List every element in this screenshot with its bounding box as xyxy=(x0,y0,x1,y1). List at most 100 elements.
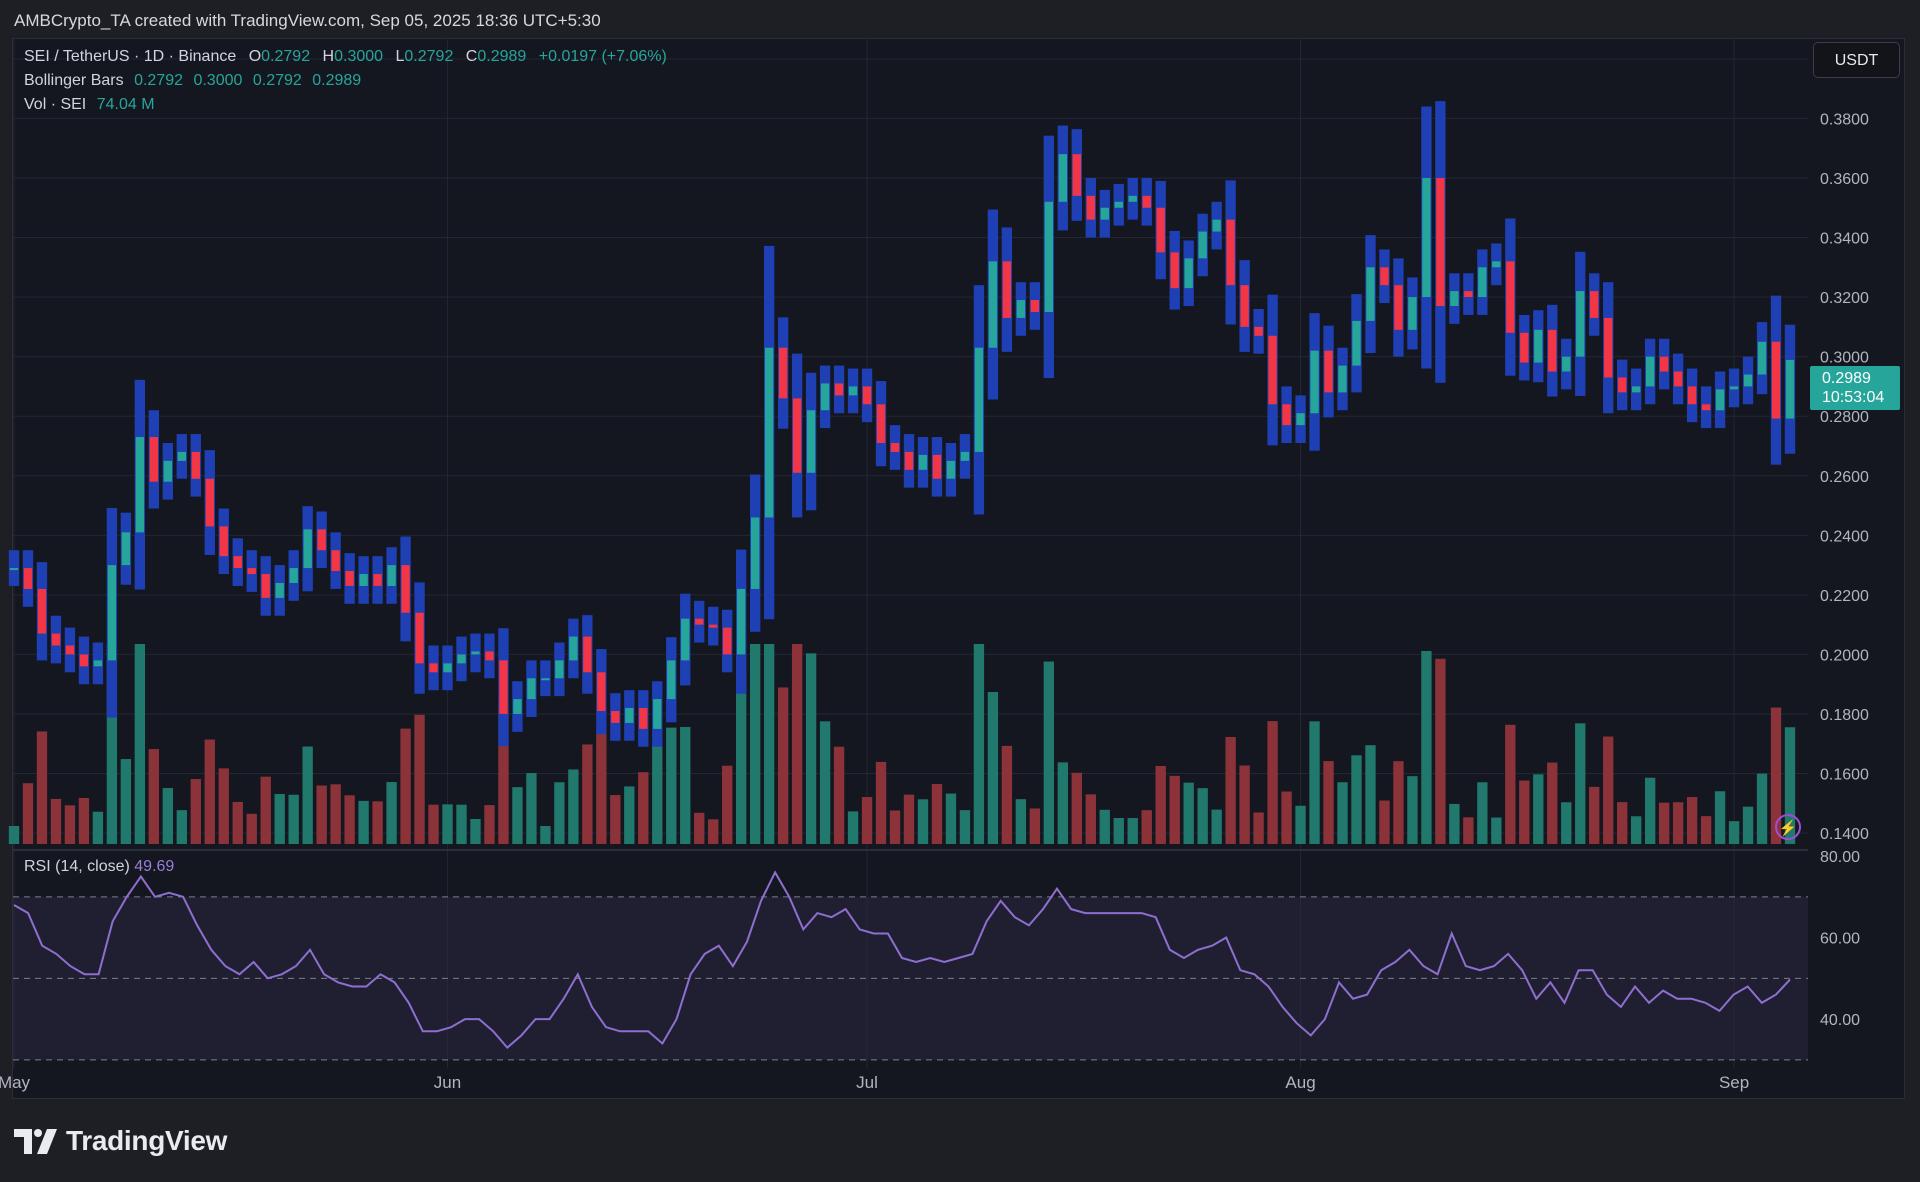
candle-body xyxy=(23,568,33,589)
candle-body xyxy=(932,454,942,479)
candle-body xyxy=(37,588,47,634)
candle-body xyxy=(1548,329,1557,372)
volume-label[interactable]: Vol · SEI xyxy=(24,96,87,113)
candle-body xyxy=(1170,252,1179,289)
volume-bar xyxy=(1085,794,1096,844)
candle-body xyxy=(1002,261,1012,318)
volume-bar xyxy=(1435,658,1446,844)
candle-body xyxy=(107,565,117,661)
volume-bar xyxy=(861,797,873,844)
candle-body xyxy=(317,529,326,551)
volume-bar xyxy=(1071,772,1082,844)
symbol-label[interactable]: SEI / TetherUS · 1D · Binance xyxy=(24,48,237,65)
volume-bar xyxy=(791,644,803,844)
candle-body xyxy=(1618,377,1627,393)
candle-body xyxy=(1058,154,1067,202)
volume-bar xyxy=(1351,755,1362,844)
volume-bar xyxy=(1589,786,1600,844)
high-value: 0.3000 xyxy=(334,48,384,65)
lightning-icon[interactable]: ⚡ xyxy=(1775,814,1801,840)
price-tick-label: 0.2600 xyxy=(1820,469,1869,486)
tradingview-mark-icon xyxy=(14,1129,57,1154)
candle-body xyxy=(904,451,914,470)
volume-bar xyxy=(680,727,691,844)
candle-body xyxy=(345,571,354,586)
candle-body xyxy=(499,660,508,714)
volume-bar xyxy=(288,794,299,844)
volume-bar xyxy=(358,800,369,844)
volume-bar xyxy=(442,804,453,844)
price-tick-label: 0.2400 xyxy=(1820,528,1869,545)
volume-bar xyxy=(1211,809,1222,844)
candle-body xyxy=(1478,267,1487,298)
price-tick-label: 0.2200 xyxy=(1820,588,1869,605)
volume-bar xyxy=(470,819,481,844)
volume-bar xyxy=(1756,773,1768,844)
time-tick-label: May xyxy=(0,1073,31,1092)
time-tick-label: Sep xyxy=(1719,1073,1749,1092)
volume-bar xyxy=(120,759,132,844)
rsi-value: 49.69 xyxy=(134,858,175,875)
volume-bar xyxy=(218,768,229,844)
volume-bar xyxy=(1099,809,1110,844)
volume-bar xyxy=(1127,818,1138,844)
time-tick-label: Aug xyxy=(1285,1073,1315,1092)
volume-bar xyxy=(540,826,551,844)
candle-body xyxy=(1086,195,1095,220)
candle-body xyxy=(1142,195,1151,208)
candle-body xyxy=(1156,207,1165,253)
volume-bar xyxy=(1463,817,1474,844)
volume-bar xyxy=(1225,736,1236,844)
candle-body xyxy=(1268,335,1277,405)
candle-body xyxy=(1072,154,1081,196)
tradingview-logo[interactable]: TradingView xyxy=(14,1123,227,1159)
candle-body xyxy=(1534,329,1543,363)
candle-body xyxy=(1757,341,1767,375)
volume-bar xyxy=(1001,745,1013,844)
candle-body xyxy=(1771,341,1781,419)
candle-body xyxy=(723,627,732,655)
candle-body xyxy=(1631,386,1641,393)
candle-body xyxy=(513,699,522,714)
volume-bar xyxy=(1113,818,1124,844)
candle-body xyxy=(1464,291,1473,298)
close-label: C xyxy=(465,48,478,65)
volume-bar xyxy=(78,798,90,844)
candle-body xyxy=(359,574,368,586)
volume-bar xyxy=(498,698,509,844)
last-price-tag: 0.2989 10:53:04 xyxy=(1810,366,1900,410)
volume-bar xyxy=(1686,797,1698,844)
volume-bar xyxy=(959,810,971,844)
candle-body xyxy=(1645,356,1655,387)
bollinger-label[interactable]: Bollinger Bars xyxy=(24,72,124,89)
candle-body xyxy=(1673,371,1683,387)
volume-bar xyxy=(582,744,593,844)
rsi-tick-label: 40.00 xyxy=(1820,1012,1860,1029)
candle-body xyxy=(639,708,648,729)
candle-body xyxy=(191,451,200,479)
volume-bar xyxy=(1015,799,1027,844)
rsi-tick-label: 80.00 xyxy=(1820,849,1860,866)
candle-body xyxy=(1352,320,1361,366)
low-label: L xyxy=(395,48,405,65)
price-tick-label: 0.1600 xyxy=(1820,767,1869,784)
candle-body xyxy=(1701,404,1711,411)
rsi-label[interactable]: RSI (14, close) xyxy=(24,858,130,875)
candle-body xyxy=(1114,201,1123,208)
candle-body xyxy=(205,478,214,527)
volume-bar xyxy=(652,746,663,844)
volume-bar xyxy=(1617,802,1628,844)
volume-bar xyxy=(708,819,719,844)
candle-body xyxy=(667,660,676,700)
candle-body xyxy=(1743,374,1753,387)
currency-button[interactable]: USDT xyxy=(1813,42,1900,78)
volume-bar xyxy=(1057,762,1068,844)
volume-bar xyxy=(1197,788,1208,844)
candle-body xyxy=(1785,359,1795,419)
volume-bar xyxy=(917,799,929,844)
attribution-text: AMBCrypto_TA created with TradingView.co… xyxy=(14,11,601,30)
candle-body xyxy=(93,660,103,667)
volume-bar xyxy=(1281,791,1292,844)
candle-body xyxy=(1282,404,1291,426)
